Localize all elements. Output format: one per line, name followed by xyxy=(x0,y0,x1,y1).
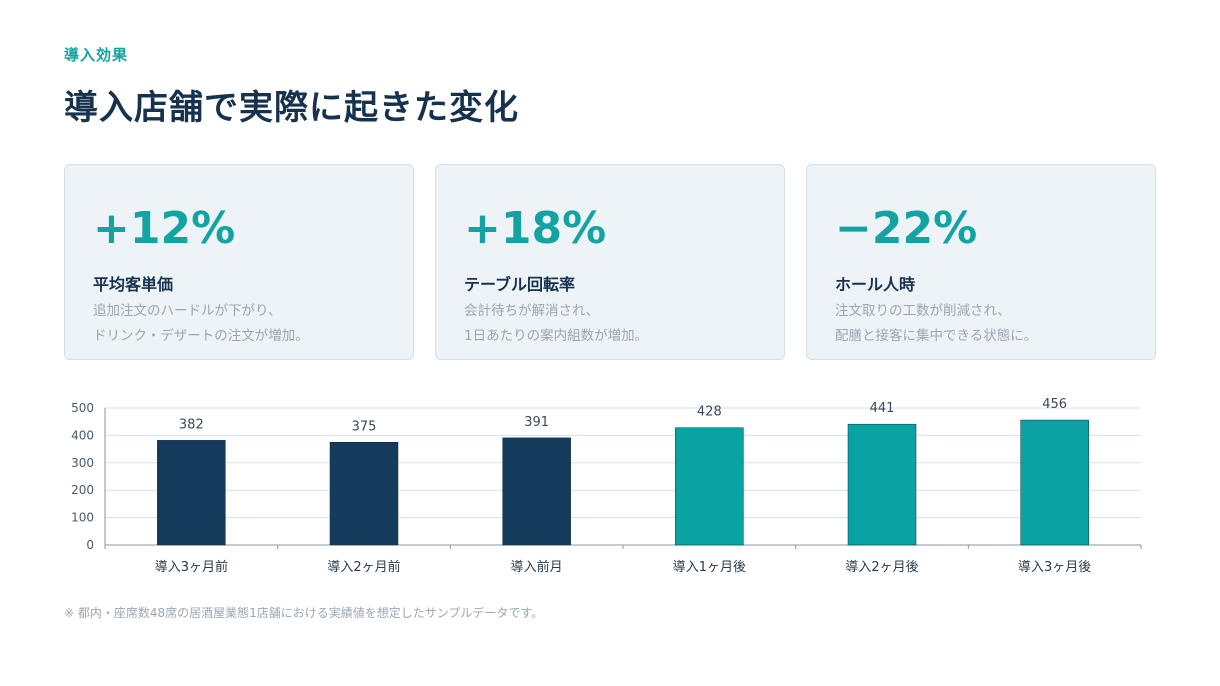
bar xyxy=(157,440,226,546)
y-tick-label: 100 xyxy=(71,511,94,525)
kpi-description-line: 配膳と接客に集中できる状態に。 xyxy=(835,328,1038,344)
y-tick-label: 300 xyxy=(71,456,94,470)
data-label: 441 xyxy=(870,401,895,416)
kpi-card-average-spend: +12% 平均客単価 追加注文のハードルが下がり、 ドリンク・デザートの注文が増… xyxy=(64,164,414,360)
x-tick-label: 導入2ヶ月後 xyxy=(845,560,918,575)
kpi-description: 会計待ちが解消され、 1日あたりの案内組数が増加。 xyxy=(464,299,764,349)
bar xyxy=(1020,419,1089,546)
bar xyxy=(329,442,399,546)
data-label: 456 xyxy=(1042,397,1067,412)
y-tick-label: 500 xyxy=(71,401,94,415)
data-label: 375 xyxy=(352,419,377,434)
kpi-card-table-turnover: +18% テーブル回転率 会計待ちが解消され、 1日あたりの案内組数が増加。 xyxy=(435,164,785,360)
bar xyxy=(847,423,917,546)
kpi-description-line: 会計待ちが解消され、 xyxy=(464,303,600,319)
bar xyxy=(502,437,571,546)
bar xyxy=(675,427,744,546)
y-tick-label: 400 xyxy=(71,428,94,442)
kpi-description-line: ドリンク・デザートの注文が増加。 xyxy=(93,328,309,344)
kpi-label: ホール人時 xyxy=(835,275,916,294)
x-tick-label: 導入3ヶ月前 xyxy=(155,559,228,575)
kpi-value: +12% xyxy=(93,203,236,254)
kpi-description-line: 1日あたりの案内組数が増加。 xyxy=(464,328,649,344)
kpi-cards: +12% 平均客単価 追加注文のハードルが下がり、 ドリンク・デザートの注文が増… xyxy=(64,164,1157,362)
x-tick-label: 導入前月 xyxy=(511,559,563,575)
data-label: 391 xyxy=(524,415,549,430)
page-title: 導入店舗で実際に起きた変化 xyxy=(64,88,519,128)
section-eyebrow: 導入効果 xyxy=(64,46,129,64)
x-tick-label: 導入1ヶ月後 xyxy=(673,560,746,575)
kpi-description-line: 注文取りの工数が削減され、 xyxy=(835,303,1011,319)
kpi-label: テーブル回転率 xyxy=(464,275,576,294)
data-label: 382 xyxy=(179,417,204,432)
footnote: ※ 都内・座席数48席の居酒屋業態1店舗における実績値を想定したサンプルデータで… xyxy=(64,606,544,620)
kpi-description: 注文取りの工数が削減され、 配膳と接客に集中できる状態に。 xyxy=(835,299,1135,349)
kpi-label: 平均客単価 xyxy=(93,275,174,294)
kpi-description-line: 追加注文のハードルが下がり、 xyxy=(93,303,282,319)
x-tick-label: 導入3ヶ月後 xyxy=(1018,560,1091,575)
y-tick-label: 0 xyxy=(86,538,94,552)
kpi-description: 追加注文のハードルが下がり、 ドリンク・デザートの注文が増加。 xyxy=(93,299,393,349)
kpi-card-floor-hours: −22% ホール人時 注文取りの工数が削減され、 配膳と接客に集中できる状態に。 xyxy=(806,164,1156,360)
kpi-value: +18% xyxy=(464,203,607,254)
kpi-value: −22% xyxy=(835,203,978,254)
x-tick-label: 導入2ヶ月前 xyxy=(327,559,400,575)
data-label: 428 xyxy=(697,405,722,420)
y-tick-label: 200 xyxy=(71,483,94,497)
bar-chart: 0 100 200 300 400 500 382 導入3ヶ月前 375 導入2ヶ月前 391 導入前… xyxy=(71,397,1142,575)
